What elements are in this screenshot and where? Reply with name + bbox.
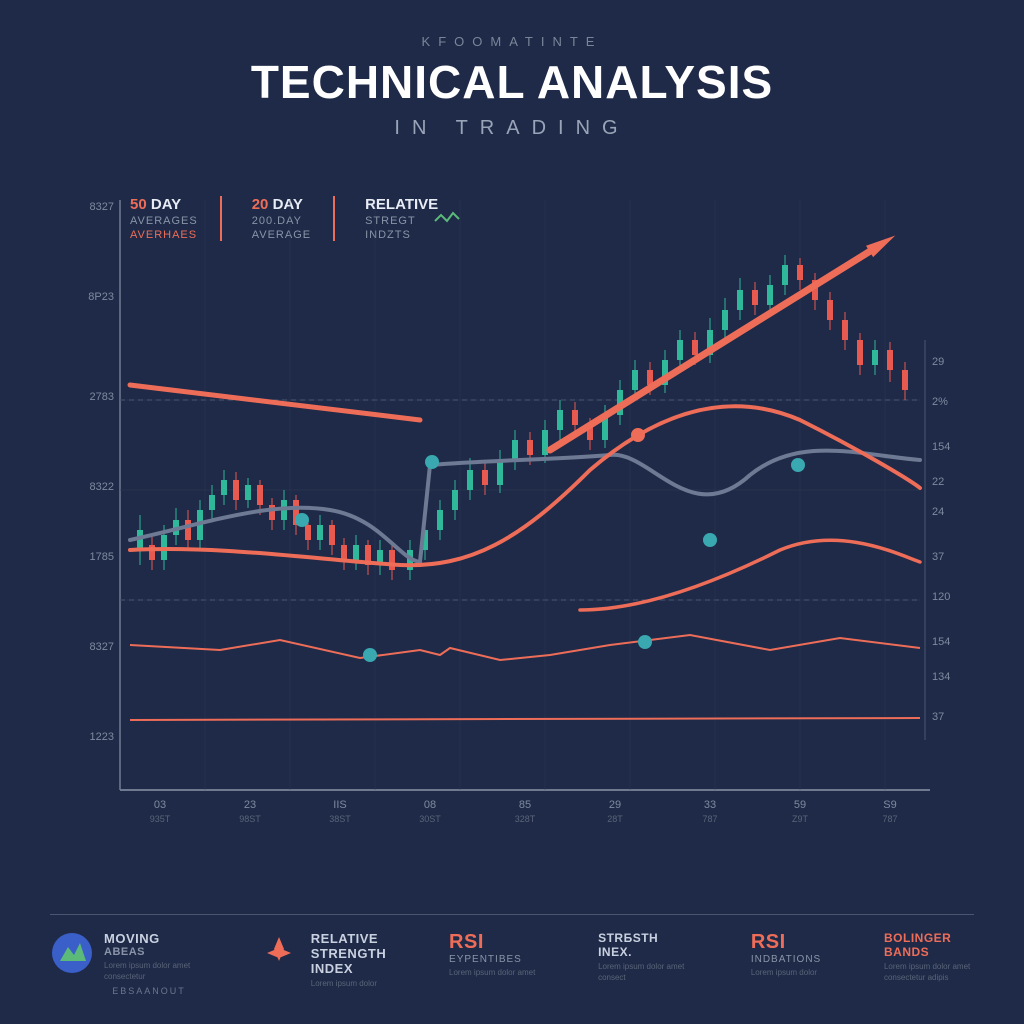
svg-text:22: 22: [932, 476, 944, 488]
footer-strength-index: STRБSTH INEX. Lorem ipsum dolor amet con…: [598, 931, 688, 996]
footer-indicators: MOVING ABEAS Lorem ipsum dolor amet cons…: [50, 914, 974, 996]
svg-text:787: 787: [882, 814, 897, 824]
svg-text:08: 08: [424, 799, 436, 811]
svg-text:85: 85: [519, 799, 531, 811]
svg-text:29: 29: [932, 356, 944, 368]
svg-text:1785: 1785: [90, 551, 114, 563]
svg-text:134: 134: [932, 671, 950, 683]
svg-text:154: 154: [932, 636, 950, 648]
svg-text:03: 03: [154, 799, 166, 811]
footer-rsi-1: RSI EYPENTIBES Lorem ipsum dolor amet: [449, 931, 535, 996]
svg-text:38ST: 38ST: [329, 814, 351, 824]
svg-text:8322: 8322: [90, 481, 114, 493]
footer-moving-averages: MOVING ABEAS Lorem ipsum dolor amet cons…: [50, 931, 194, 996]
footer-relative-strength: RELATIVE STRENGTH INDEX Lorem ipsum dolo…: [257, 931, 387, 996]
svg-text:120: 120: [932, 591, 950, 603]
svg-text:8327: 8327: [90, 641, 114, 653]
svg-text:935T: 935T: [150, 814, 171, 824]
svg-text:8P23: 8P23: [88, 291, 114, 303]
svg-text:37: 37: [932, 711, 944, 723]
svg-text:154: 154: [932, 441, 950, 453]
subtitle: IN TRADING: [0, 117, 1024, 140]
svg-text:98ST: 98ST: [239, 814, 261, 824]
svg-text:28T: 28T: [607, 814, 623, 824]
star-icon: [257, 931, 301, 975]
svg-text:IIS: IIS: [333, 799, 346, 811]
svg-text:29: 29: [609, 799, 621, 811]
svg-text:8327: 8327: [90, 201, 114, 213]
svg-text:30ST: 30ST: [419, 814, 441, 824]
svg-text:S9: S9: [883, 799, 896, 811]
svg-text:2783: 2783: [90, 391, 114, 403]
svg-text:33: 33: [704, 799, 716, 811]
svg-text:59: 59: [794, 799, 806, 811]
footer-bollinger: BOLINGER BANDS Lorem ipsum dolor amet co…: [884, 931, 974, 996]
svg-text:Z9T: Z9T: [792, 814, 809, 824]
svg-text:787: 787: [702, 814, 717, 824]
mountain-icon: [50, 931, 94, 975]
svg-text:24: 24: [932, 506, 944, 518]
header: KFOOMATINTE TECHNICAL ANALYSIS IN TRADIN…: [0, 0, 1024, 140]
eyebrow: KFOOMATINTE: [0, 34, 1024, 49]
svg-text:2%: 2%: [932, 396, 948, 408]
svg-text:328T: 328T: [515, 814, 536, 824]
svg-text:37: 37: [932, 551, 944, 563]
main-title: TECHNICAL ANALYSIS: [0, 55, 1024, 109]
price-chart: 8327 8P23 2783 8322 1785 8327 1223 29 2% 154 22 24 3…: [70, 190, 970, 840]
footer-rsi-2: RSI INDBATIONS Lorem ipsum dolor: [751, 931, 821, 996]
svg-text:1223: 1223: [90, 731, 114, 743]
svg-text:23: 23: [244, 799, 256, 811]
